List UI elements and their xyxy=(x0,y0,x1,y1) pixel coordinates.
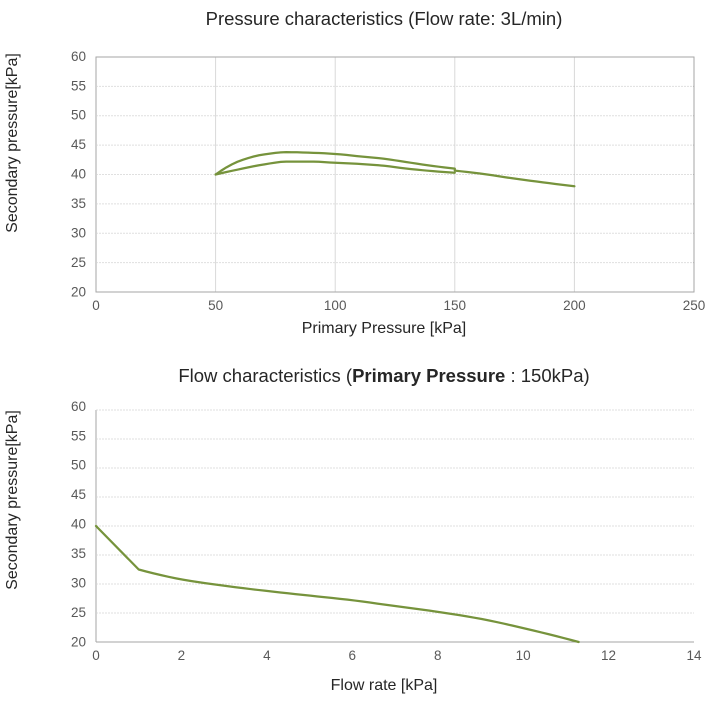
svg-text:200: 200 xyxy=(563,298,586,313)
svg-text:2: 2 xyxy=(178,648,186,663)
svg-text:4: 4 xyxy=(263,648,271,663)
svg-text:20: 20 xyxy=(71,635,86,650)
svg-text:25: 25 xyxy=(71,605,86,620)
svg-text:30: 30 xyxy=(71,226,86,241)
svg-text:0: 0 xyxy=(92,648,100,663)
svg-text:25: 25 xyxy=(71,255,86,270)
svg-text:0: 0 xyxy=(92,298,100,313)
svg-text:100: 100 xyxy=(324,298,347,313)
svg-text:12: 12 xyxy=(601,648,616,663)
svg-text:35: 35 xyxy=(71,196,86,211)
svg-text:40: 40 xyxy=(71,517,86,532)
svg-text:6: 6 xyxy=(349,648,357,663)
svg-text:250: 250 xyxy=(683,298,706,313)
svg-text:40: 40 xyxy=(71,167,86,182)
svg-text:20: 20 xyxy=(71,285,86,300)
svg-text:55: 55 xyxy=(71,429,86,444)
svg-text:55: 55 xyxy=(71,79,86,94)
svg-text:50: 50 xyxy=(208,298,223,313)
svg-text:60: 60 xyxy=(71,49,86,64)
svg-text:150: 150 xyxy=(444,298,467,313)
svg-text:14: 14 xyxy=(686,648,702,663)
svg-text:50: 50 xyxy=(71,458,86,473)
svg-text:30: 30 xyxy=(71,576,86,591)
svg-text:45: 45 xyxy=(71,137,86,152)
svg-text:35: 35 xyxy=(71,546,86,561)
svg-text:60: 60 xyxy=(71,399,86,414)
svg-text:10: 10 xyxy=(516,648,531,663)
svg-text:45: 45 xyxy=(71,487,86,502)
svg-text:50: 50 xyxy=(71,108,86,123)
svg-text:8: 8 xyxy=(434,648,442,663)
